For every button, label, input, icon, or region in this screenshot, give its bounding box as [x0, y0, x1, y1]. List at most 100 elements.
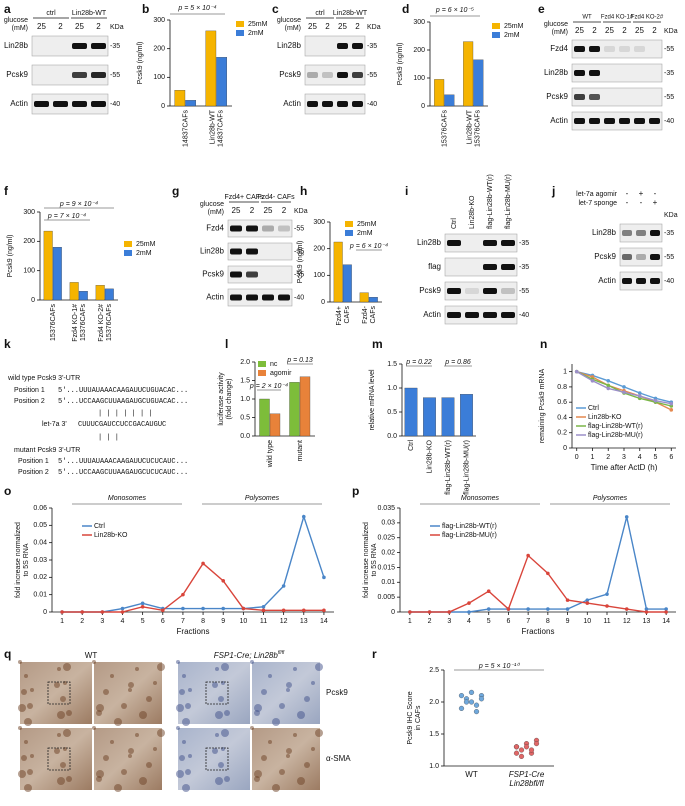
ihc-cell [146, 696, 152, 702]
y-tick-label: 300 [313, 219, 325, 226]
y-axis-label: Pcsk9 (ng/ml) [137, 42, 144, 85]
band [483, 312, 497, 318]
lane-label: 2 [58, 22, 63, 31]
kda-value: -40 [664, 118, 674, 125]
point [281, 608, 286, 613]
band [650, 278, 660, 284]
band [230, 294, 242, 301]
ihc-cell [63, 663, 71, 671]
bar [368, 297, 378, 303]
lane-label: 25 [605, 26, 614, 35]
lane-label: 2 [325, 22, 330, 31]
kda-label: KDa [664, 212, 678, 219]
ihc-cell [114, 784, 122, 792]
annotation: p = 0.22 [405, 359, 432, 366]
blot-strip [227, 265, 293, 284]
row-label: Lin28b [417, 238, 442, 247]
band [278, 294, 290, 301]
x-axis-label: Fractions [522, 627, 555, 636]
band [447, 240, 461, 246]
ihc-cell [54, 682, 60, 688]
ihc-cell [57, 777, 65, 785]
ihc-cell [21, 689, 27, 695]
ihc-cell [24, 674, 28, 678]
band [604, 46, 615, 52]
ihc-cell [157, 663, 165, 671]
point [473, 709, 480, 715]
x-tick-label: 5 [654, 454, 658, 461]
lane-label: flag-Lin28b-WT(r) [487, 174, 494, 229]
band [622, 254, 632, 260]
treatment-sign: - [640, 198, 643, 207]
x-tick-label: 14837CAFs [217, 110, 224, 147]
blot-strip [31, 64, 109, 86]
band [636, 278, 646, 284]
band [589, 46, 600, 52]
x-tick-label: flag-Lin28b-MU(r) [464, 440, 471, 495]
y-tick-label: 100 [23, 268, 35, 275]
point [261, 605, 266, 609]
point [546, 607, 550, 611]
ihc-cell [250, 726, 254, 730]
band [72, 72, 87, 78]
x-tick-label: 15376CAFs [50, 304, 57, 341]
point [241, 606, 246, 611]
kda-value: -35 [519, 264, 529, 271]
point [605, 604, 609, 608]
lane-label: 2 [355, 22, 360, 31]
ihc-image [178, 662, 250, 724]
row-label: Pcsk9 [6, 70, 28, 79]
ihc-cell [57, 711, 65, 719]
point [669, 401, 674, 406]
y-tick-label: 100 [413, 75, 425, 82]
kda-value: -40 [519, 312, 529, 319]
point [606, 383, 611, 388]
row-label: flag [428, 262, 441, 271]
point [590, 379, 595, 383]
band [246, 271, 258, 278]
annotation: p = 2 × 10⁻⁴ [249, 383, 288, 390]
x-tick-label: 9 [221, 618, 225, 625]
lane-label: flag-Lin28b-MU(r) [505, 174, 512, 229]
band [34, 101, 49, 107]
kda-value: -35 [294, 248, 304, 255]
ihc-cell [176, 660, 180, 664]
band [262, 225, 274, 232]
point [513, 750, 520, 756]
y-tick-label: 300 [153, 17, 165, 24]
ihc-cell [254, 710, 260, 716]
panel-label: l [225, 337, 228, 351]
panel-label: p [352, 484, 359, 498]
blot-strip [31, 93, 109, 115]
legend-swatch [492, 23, 500, 29]
point [518, 753, 525, 759]
panel-label: e [538, 2, 545, 16]
point [523, 744, 530, 750]
point [301, 514, 306, 519]
x-tick-label: 14 [662, 618, 670, 625]
blot-strip [304, 35, 366, 57]
ihc-cell [110, 674, 114, 678]
lane-label: 25 [308, 22, 317, 31]
y-tick-label: 100 [313, 272, 325, 279]
annotation: Polysomes [245, 495, 280, 502]
ihc-cell [128, 682, 134, 688]
ihc-cell [250, 660, 254, 664]
band [246, 294, 258, 301]
ihc-cell [212, 682, 218, 688]
band [91, 43, 106, 49]
y-tick-label: 2.0 [429, 699, 439, 706]
ihc-image [20, 728, 92, 790]
x-tick-label: Lin28b-WT [209, 109, 216, 144]
point [60, 610, 64, 614]
ihc-cell [188, 688, 192, 692]
y-tick-label: 0.03 [33, 557, 47, 564]
band [337, 43, 348, 49]
band [352, 72, 363, 78]
x-tick-label: 5 [141, 618, 145, 625]
y-tick-label: 0.005 [377, 594, 395, 601]
ihc-cell [215, 711, 223, 719]
ihc-cell [27, 703, 33, 709]
band [278, 225, 290, 232]
kda-value: -35 [367, 43, 377, 50]
